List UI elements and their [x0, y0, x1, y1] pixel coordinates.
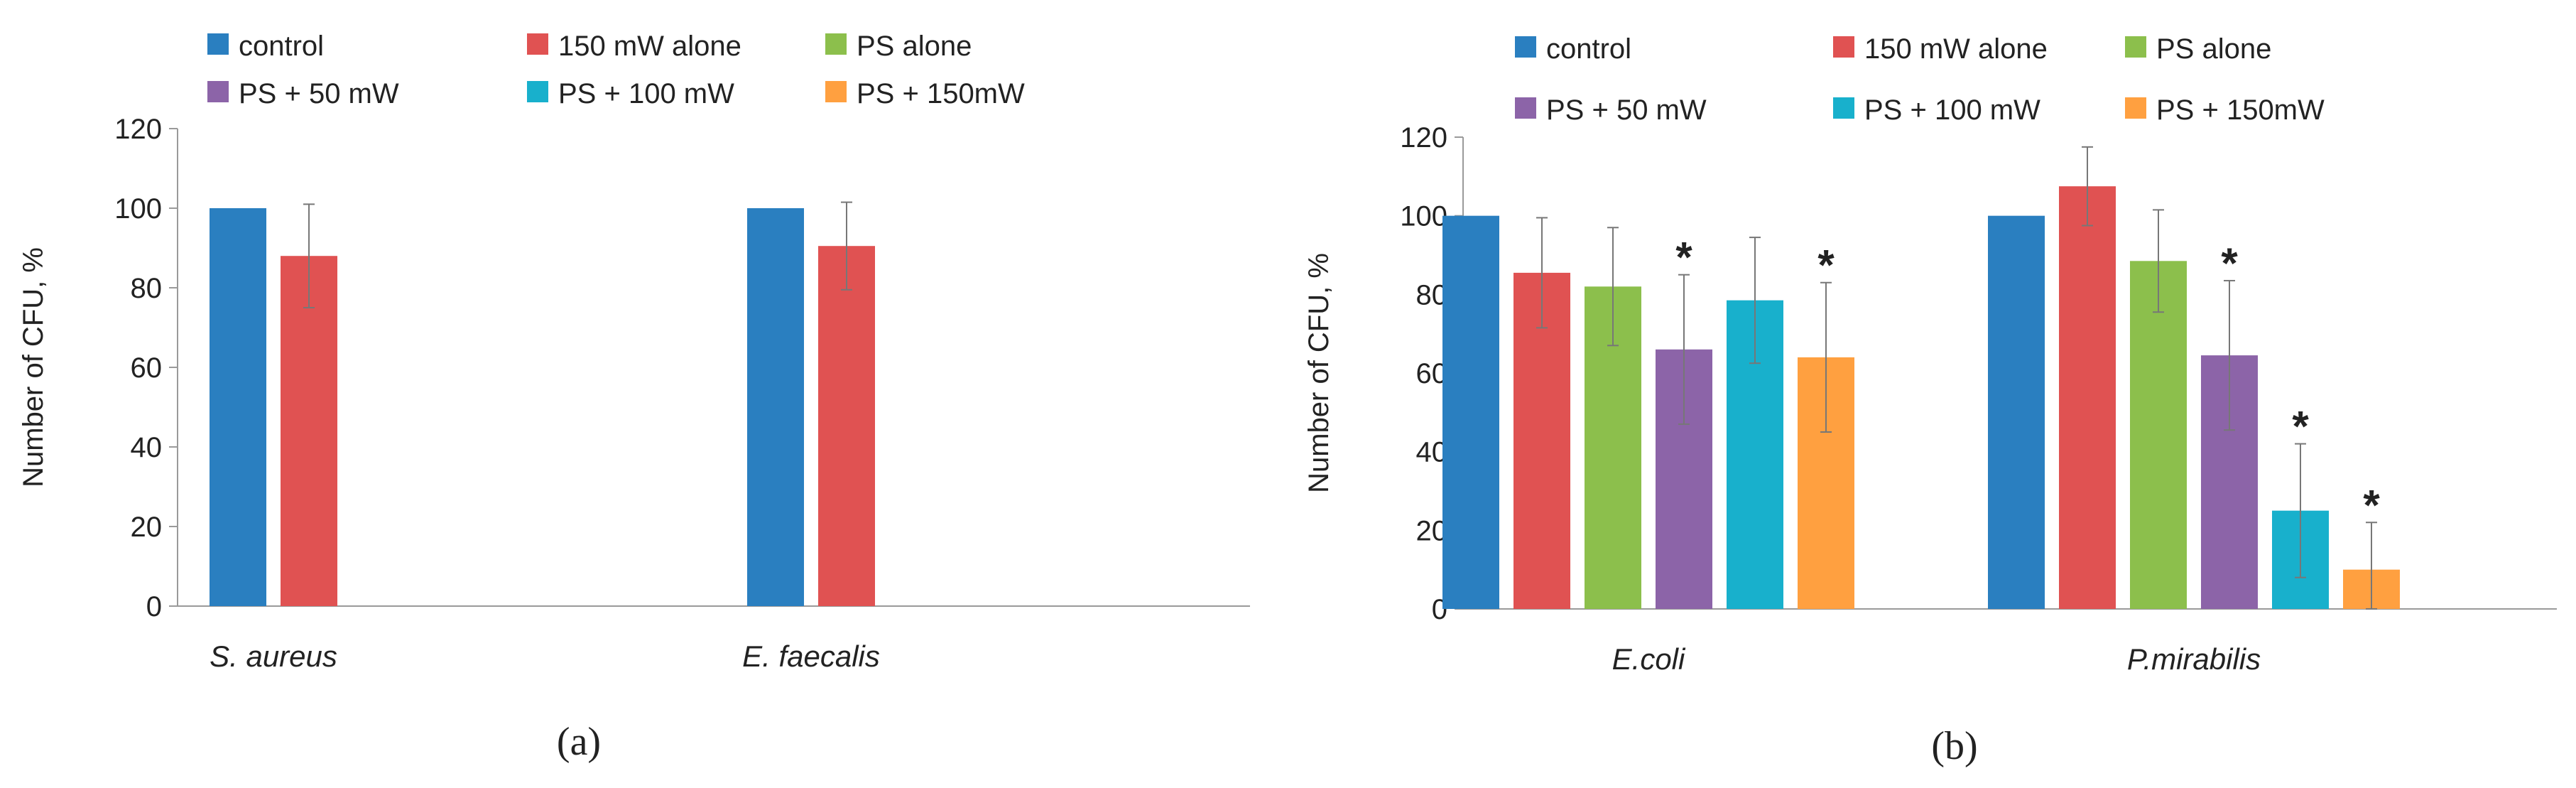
bar-control-0 — [210, 208, 266, 606]
significance-asterisk: * — [2292, 403, 2309, 450]
bar-ps-1 — [2130, 261, 2187, 609]
legend-swatch-control — [1515, 36, 1536, 58]
legend-label-mw150: 150 mW alone — [1864, 33, 2048, 65]
legend-swatch-ps100 — [527, 81, 548, 102]
legend-label-control: control — [1546, 33, 1631, 65]
legend-swatch-ps100 — [1833, 97, 1854, 119]
legend-swatch-ps — [825, 33, 847, 55]
legend-label-ps50: PS + 50 mW — [1546, 95, 1707, 126]
y-tick-label: 40 — [131, 432, 163, 463]
legend-label-control: control — [239, 31, 324, 62]
legend-swatch-ps — [2125, 36, 2146, 58]
legend-swatch-control — [207, 33, 229, 55]
x-category-label: E.coli — [1612, 642, 1686, 676]
legend-swatch-ps150 — [2125, 97, 2146, 119]
bar-control-0 — [1442, 215, 1499, 610]
bar-mw150-0 — [281, 256, 337, 606]
y-tick-label: 100 — [114, 193, 162, 225]
y-tick-label: 80 — [131, 273, 163, 304]
bar-control-1 — [1988, 215, 2045, 610]
y-tick-label: 120 — [114, 114, 162, 145]
bar-control-1 — [747, 208, 804, 606]
legend-label-ps50: PS + 50 mW — [239, 78, 399, 109]
legend-label-mw150: 150 mW alone — [558, 31, 741, 62]
x-category-label: E. faecalis — [742, 639, 880, 673]
legend-label-ps: PS alone — [857, 31, 972, 62]
y-tick-label: 40 — [1416, 437, 1448, 468]
legend-label-ps100: PS + 100 mW — [1864, 95, 2040, 126]
y-axis-title: Number of CFU, % — [1303, 253, 1335, 493]
bar-mw150-1 — [2059, 186, 2116, 610]
significance-asterisk: * — [1675, 234, 1692, 281]
panel-label: (b) — [1931, 724, 1977, 768]
y-tick-label: 100 — [1400, 201, 1447, 232]
chart-panel-b: control 150 mW alone PS alone PS + 50 mW PS … — [1303, 33, 2557, 768]
legend-label-ps150: PS + 150mW — [2156, 95, 2325, 126]
significance-asterisk: * — [2221, 239, 2238, 287]
chart-panel-a: control 150 mW alone PS alone PS + 50 mW PS … — [18, 31, 1250, 764]
legend-swatch-mw150 — [1833, 36, 1854, 58]
panel-label: (a) — [557, 720, 601, 764]
x-category-label: S. aureus — [210, 639, 337, 673]
significance-asterisk: * — [2363, 481, 2380, 529]
y-axis-title: Number of CFU, % — [18, 247, 49, 487]
y-tick-label: 60 — [1416, 358, 1448, 389]
legend-swatch-ps150 — [825, 81, 847, 102]
legend-swatch-ps50 — [207, 81, 229, 102]
legend-label-ps150: PS + 150mW — [857, 78, 1025, 109]
y-tick-label: 60 — [131, 352, 163, 384]
significance-asterisk: * — [1817, 242, 1835, 289]
legend-swatch-ps50 — [1515, 97, 1536, 119]
y-tick-label: 20 — [1416, 515, 1448, 546]
y-tick-label: 120 — [1400, 122, 1447, 153]
bar-mw150-1 — [818, 246, 875, 606]
legend-label-ps100: PS + 100 mW — [558, 78, 734, 109]
bar-mw150-0 — [1513, 272, 1570, 609]
x-category-label: P.mirabilis — [2127, 642, 2261, 676]
legend-swatch-mw150 — [527, 33, 548, 55]
y-tick-label: 0 — [146, 591, 162, 622]
y-tick-label: 20 — [131, 512, 163, 543]
legend-label-ps: PS alone — [2156, 33, 2271, 65]
y-tick-label: 80 — [1416, 279, 1448, 311]
